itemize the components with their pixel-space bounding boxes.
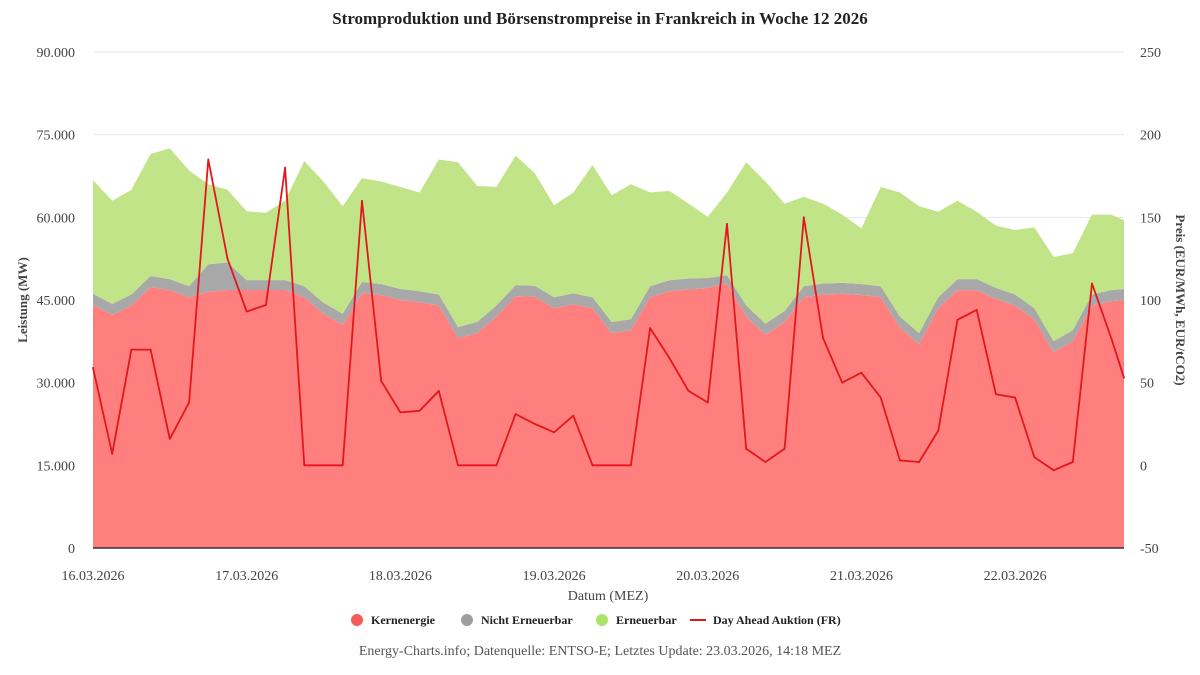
price-point	[937, 429, 940, 432]
y-tick-label: 45.000	[37, 294, 76, 309]
legend: Kernenergie Nicht Erneuerbar Erneuerbar Day…	[351, 613, 841, 627]
chart-title: Stromproduktion und Börsenstrompreise in…	[332, 9, 868, 28]
y2-tick-label: 250	[1140, 46, 1161, 61]
legend-dot-icon	[351, 614, 363, 626]
price-point	[111, 452, 114, 455]
price-point	[572, 414, 575, 417]
price-point	[437, 390, 440, 392]
price-point	[610, 464, 613, 467]
x-tick-label: 17.03.2026	[215, 569, 278, 584]
price-point	[514, 413, 517, 415]
price-point	[495, 464, 498, 467]
legend-label: Nicht Erneuerbar	[481, 613, 573, 627]
price-point	[687, 390, 690, 392]
price-point	[149, 348, 152, 351]
price-point	[1071, 461, 1074, 463]
price-point	[956, 318, 959, 321]
y-axis-title: Leistung (MW)	[15, 257, 30, 343]
y2-axis-title: Preis (EUR/MWh, EUR/tCO2)	[1173, 214, 1188, 385]
price-point	[995, 393, 997, 396]
price-point	[92, 366, 94, 369]
price-point	[975, 309, 978, 311]
price-point	[399, 411, 402, 414]
price-point	[783, 447, 786, 450]
price-point	[361, 199, 363, 202]
price-point	[706, 401, 709, 404]
price-point	[207, 158, 210, 161]
price-point	[802, 216, 805, 219]
price-point	[879, 396, 882, 399]
price-point	[476, 464, 479, 467]
price-point	[457, 464, 459, 467]
x-tick-label: 22.03.2026	[984, 569, 1047, 584]
price-point	[533, 423, 536, 425]
price-point	[726, 223, 728, 225]
price-point	[284, 166, 287, 169]
y-tick-label: 90.000	[37, 46, 76, 61]
x-tick-label: 21.03.2026	[830, 569, 893, 584]
price-point	[1123, 376, 1125, 379]
line-series	[92, 158, 1125, 472]
price-point	[898, 459, 901, 462]
x-tick-label: 20.03.2026	[676, 569, 739, 584]
price-point	[841, 381, 844, 384]
price-point	[130, 348, 133, 351]
y2-tick-label: 150	[1140, 211, 1161, 226]
y2-tick-label: -50	[1140, 542, 1159, 557]
y2-tick-label: 50	[1140, 377, 1154, 392]
price-point	[322, 464, 325, 467]
price-point	[1014, 396, 1017, 399]
y-tick-label: 15.000	[37, 459, 76, 474]
price-point	[303, 464, 306, 467]
legend-label: Kernenergie	[371, 613, 436, 627]
y-tick-label: 0	[68, 542, 75, 557]
legend-dot-icon	[461, 614, 473, 626]
price-point	[918, 461, 920, 463]
price-point	[1110, 337, 1113, 339]
y2-tick-label: 0	[1140, 459, 1147, 474]
y2-tick-label: 200	[1140, 129, 1161, 144]
price-point	[630, 464, 632, 467]
x-tick-label: 19.03.2026	[523, 569, 586, 584]
price-point	[764, 461, 767, 463]
y-tick-label: 75.000	[37, 129, 76, 144]
price-point	[745, 447, 748, 450]
area-series	[93, 148, 1124, 548]
price-point	[188, 401, 190, 404]
price-point	[860, 371, 863, 374]
price-point	[822, 337, 824, 339]
x-axis-title: Datum (MEZ)	[568, 589, 649, 604]
price-point	[1052, 469, 1055, 472]
area-erneuerbar	[93, 148, 1124, 342]
price-point	[1033, 456, 1036, 458]
price-point	[649, 327, 652, 330]
y-tick-label: 60.000	[37, 211, 76, 226]
area-nicht-erneuerbar	[93, 262, 1124, 353]
legend-label: Day Ahead Auktion (FR)	[713, 613, 841, 627]
y-tick-label: 30.000	[37, 377, 76, 392]
price-point	[1091, 282, 1093, 285]
price-point	[341, 464, 344, 467]
price-point	[226, 257, 229, 260]
x-tick-label: 16.03.2026	[62, 569, 125, 584]
price-point	[553, 431, 555, 434]
legend-label: Erneuerbar	[616, 613, 677, 627]
price-point	[668, 356, 671, 359]
x-tick-label: 18.03.2026	[369, 569, 432, 584]
axes: 0 15.000 30.000 45.000 60.000 75.000 90.000 -50…	[37, 46, 1162, 584]
y2-tick-label: 100	[1140, 294, 1161, 309]
price-point	[418, 409, 421, 412]
price-point	[265, 304, 267, 306]
price-point	[380, 380, 383, 382]
legend-dot-icon	[596, 614, 608, 626]
price-point	[168, 437, 171, 440]
credit-text: Energy-Charts.info; Datenquelle: ENTSO-E…	[359, 644, 841, 659]
price-point	[591, 464, 594, 467]
price-point	[245, 310, 248, 313]
